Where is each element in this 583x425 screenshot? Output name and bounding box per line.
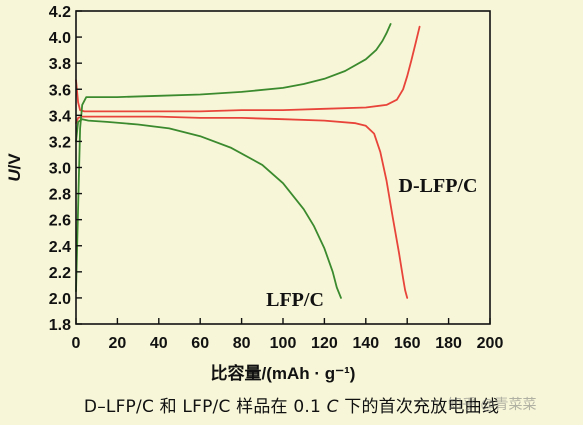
series-line-d-lfp-c-discharge: [75, 115, 409, 299]
x-tick-label: 160: [394, 335, 421, 352]
plot-frame: [75, 10, 491, 325]
series-line-d-lfp-c-charge: [75, 25, 421, 113]
y-tick-label: 4.2: [49, 4, 71, 21]
y-tick-label: 3.4: [49, 108, 71, 125]
series-label-d-lfp-c: D-LFP/C: [399, 175, 478, 197]
watermark: 知乎 @青菜菜: [448, 397, 537, 413]
series-layer: [75, 23, 421, 299]
x-tick-label: 120: [311, 335, 338, 352]
y-tick-label: 3.8: [49, 56, 71, 73]
y-tick-label: 2.2: [49, 265, 71, 282]
series-line-lfp-c-discharge: [75, 118, 342, 299]
x-tick-label: 20: [109, 335, 127, 352]
caption-text-italic: C: [326, 397, 339, 417]
y-tick-label: 3.6: [49, 82, 71, 99]
figure-caption: D–LFP/C 和 LFP/C 样品在 0.1 C 下的首次充放电曲线: [0, 392, 583, 417]
y-axis-title-unit: /V: [5, 153, 24, 170]
x-tick-label: 100: [270, 335, 297, 352]
y-tick-label: 2.0: [49, 291, 71, 308]
x-tick-label: 180: [435, 335, 462, 352]
y-tick-label: 1.8: [49, 317, 71, 334]
y-tick-label: 2.6: [49, 213, 71, 230]
x-axis-title: 比容量/(mAh · g⁻¹): [211, 363, 356, 383]
x-tick-label: 140: [352, 335, 379, 352]
caption-text-end: 下的首次充放电曲线: [338, 397, 500, 417]
y-axis-title: U/V: [5, 153, 24, 182]
x-tick-label: 200: [477, 335, 504, 352]
x-tick-label: 0: [72, 335, 81, 352]
ticks-layer: [75, 10, 491, 325]
labels-layer: 0 20 40 60 80 100 120 140 160 180 200 1.8 2.0 2.2 2.4 2…: [49, 4, 504, 352]
y-tick-label: 4.0: [49, 30, 71, 47]
x-tick-label: 60: [191, 335, 209, 352]
y-tick-label: 2.4: [49, 239, 71, 256]
series-label-lfp-c: LFP/C: [266, 289, 324, 311]
y-tick-label: 3.2: [49, 134, 71, 151]
y-axis-title-italic: U: [5, 169, 24, 182]
x-tick-label: 80: [233, 335, 251, 352]
series-line-lfp-c-charge: [75, 23, 392, 293]
caption-text-start: D–LFP/C 和 LFP/C 样品在 0.1: [83, 397, 327, 417]
x-tick-label: 40: [150, 335, 168, 352]
y-tick-label: 2.8: [49, 187, 71, 204]
y-tick-label: 3.0: [49, 161, 71, 178]
